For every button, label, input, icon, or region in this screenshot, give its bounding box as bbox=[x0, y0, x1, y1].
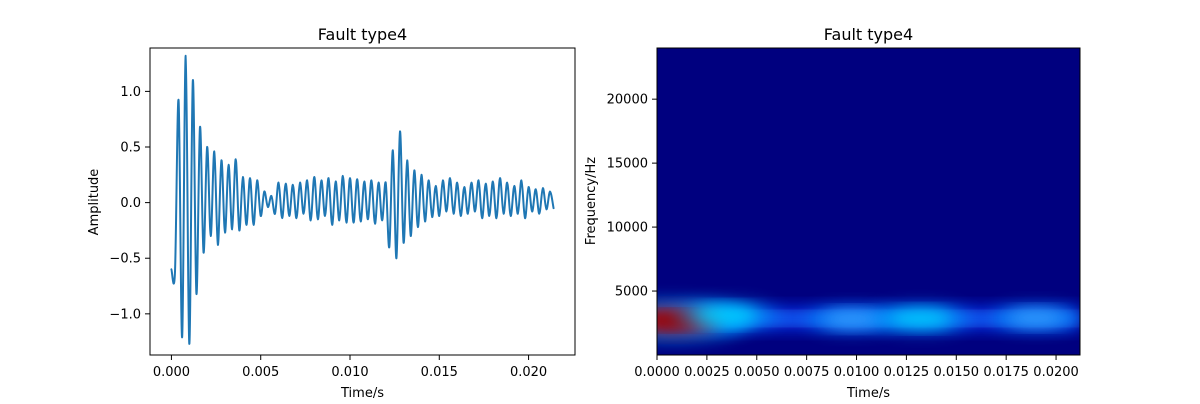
spectrogram-energy bbox=[657, 300, 1080, 341]
right-x-tick-label: 0.0100 bbox=[834, 365, 880, 380]
right-x-tick-label: 0.0150 bbox=[934, 365, 980, 380]
left-y-tick-label: 0.0 bbox=[120, 196, 141, 211]
left-x-axis-label: Time/s bbox=[340, 386, 384, 400]
right-y-tick-label: 15000 bbox=[607, 157, 648, 172]
spectrogram-hotspot bbox=[1007, 310, 1065, 326]
left-y-axis: −1.0 −0.5 0.0 0.5 1.0 bbox=[109, 85, 150, 322]
right-x-tick-label: 0.0200 bbox=[1033, 365, 1079, 380]
left-x-tick-label: 0.015 bbox=[421, 365, 458, 380]
right-x-tick-label: 0.0075 bbox=[784, 365, 830, 380]
spectrogram-hotspot bbox=[888, 310, 953, 328]
left-x-tick-label: 0.020 bbox=[510, 365, 547, 380]
right-x-tick-label: 0.0000 bbox=[634, 365, 680, 380]
left-x-tick-label: 0.000 bbox=[153, 365, 190, 380]
right-x-tick-label: 0.0125 bbox=[884, 365, 930, 380]
left-chart-title: Fault type4 bbox=[318, 25, 407, 44]
left-plot-frame bbox=[149, 47, 576, 356]
amplitude-series-line bbox=[170, 54, 555, 345]
left-x-tick-label: 0.010 bbox=[331, 365, 368, 380]
right-y-tick-label: 5000 bbox=[615, 285, 648, 300]
right-x-tick-label: 0.0025 bbox=[684, 365, 730, 380]
left-x-tick-label: 0.005 bbox=[242, 365, 279, 380]
spectrogram-chart: Fault type4 0.0000 0.0025 0.0050 0.0075 0.01… bbox=[584, 25, 1081, 401]
amplitude-line-chart: Fault type4 0.000 0.005 0.010 0.015 0.020 −1… bbox=[87, 25, 576, 401]
right-x-axis-label: Time/s bbox=[846, 386, 890, 400]
right-plot-frame bbox=[656, 47, 1081, 356]
right-y-tick-label: 10000 bbox=[607, 221, 648, 236]
left-x-axis: 0.000 0.005 0.010 0.015 0.020 bbox=[153, 355, 547, 380]
left-y-tick-label: −0.5 bbox=[109, 252, 141, 267]
left-y-tick-label: −1.0 bbox=[109, 307, 141, 322]
right-x-axis: 0.0000 0.0025 0.0050 0.0075 0.0100 0.0125 0.01… bbox=[634, 355, 1079, 380]
right-y-axis-label: Frequency/Hz bbox=[584, 157, 599, 245]
spectrogram-hotspot bbox=[823, 311, 882, 328]
right-chart-title: Fault type4 bbox=[824, 25, 913, 44]
right-y-tick-label: 20000 bbox=[607, 93, 648, 108]
spectrogram-hotspot bbox=[694, 306, 760, 325]
right-x-tick-label: 0.0050 bbox=[734, 365, 780, 380]
left-y-tick-label: 0.5 bbox=[120, 140, 141, 155]
left-y-axis-label: Amplitude bbox=[87, 169, 102, 236]
right-x-tick-label: 0.0175 bbox=[983, 365, 1029, 380]
left-y-tick-label: 1.0 bbox=[120, 85, 141, 100]
right-y-axis: 5000 10000 15000 20000 bbox=[607, 93, 657, 300]
